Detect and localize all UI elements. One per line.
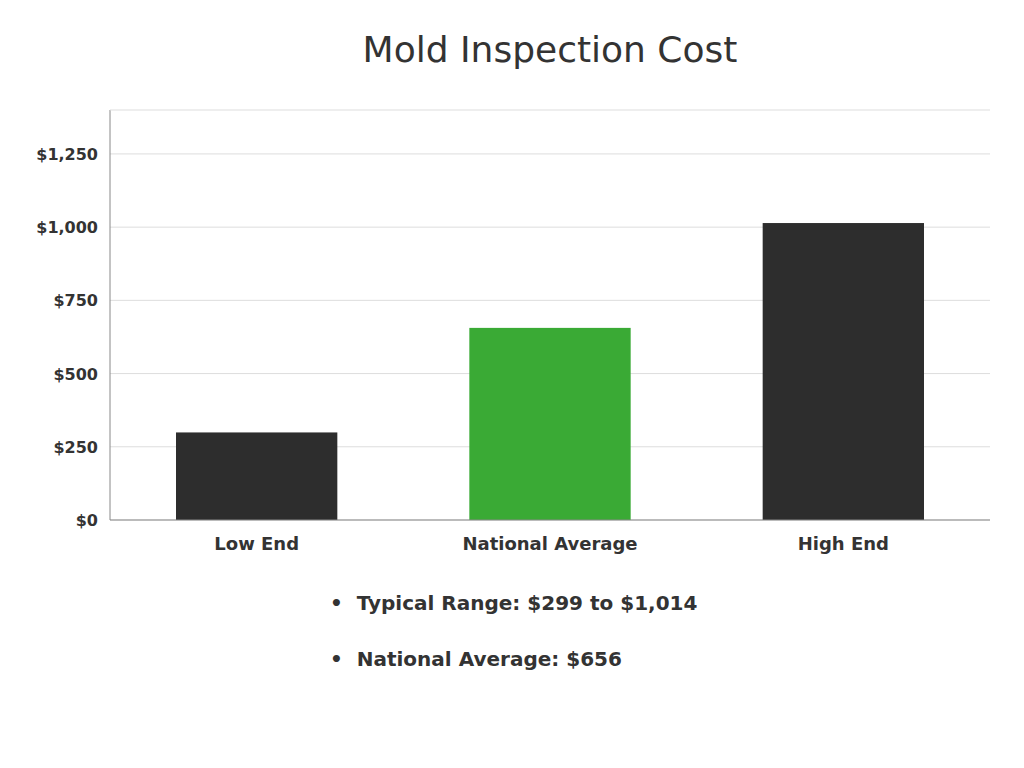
- y-tick-label: $1,000: [36, 218, 98, 237]
- bar: [469, 328, 630, 520]
- x-tick-label: Low End: [214, 533, 299, 554]
- bars: [176, 223, 924, 520]
- bar: [763, 223, 924, 520]
- annotation: • Typical Range: $299 to $1,014: [330, 591, 697, 615]
- grid-line: [110, 520, 990, 521]
- y-axis: $0 $250 $500 $750 $1,000 $1,250: [36, 145, 990, 530]
- annotation: • National Average: $656: [330, 647, 622, 671]
- chart-title: Mold Inspection Cost: [363, 29, 738, 70]
- y-tick-label: $0: [76, 511, 98, 530]
- y-tick-label: $750: [53, 291, 98, 310]
- chart-container: Mold Inspection Cost $0 $250 $500 $750 $1,000…: [0, 0, 1024, 768]
- plot-top-edge: [110, 110, 990, 111]
- x-axis-line: [110, 520, 990, 521]
- x-tick-label: High End: [798, 533, 889, 554]
- y-tick-label: $500: [53, 365, 98, 384]
- y-tick-label: $1,250: [36, 145, 98, 164]
- y-tick-label: $250: [53, 438, 98, 457]
- x-tick-label: National Average: [462, 533, 637, 554]
- y-axis-line: [110, 110, 111, 520]
- bar: [176, 432, 337, 520]
- chart-svg: Mold Inspection Cost $0 $250 $500 $750 $1,000…: [0, 0, 1024, 768]
- grid-line: [110, 153, 990, 154]
